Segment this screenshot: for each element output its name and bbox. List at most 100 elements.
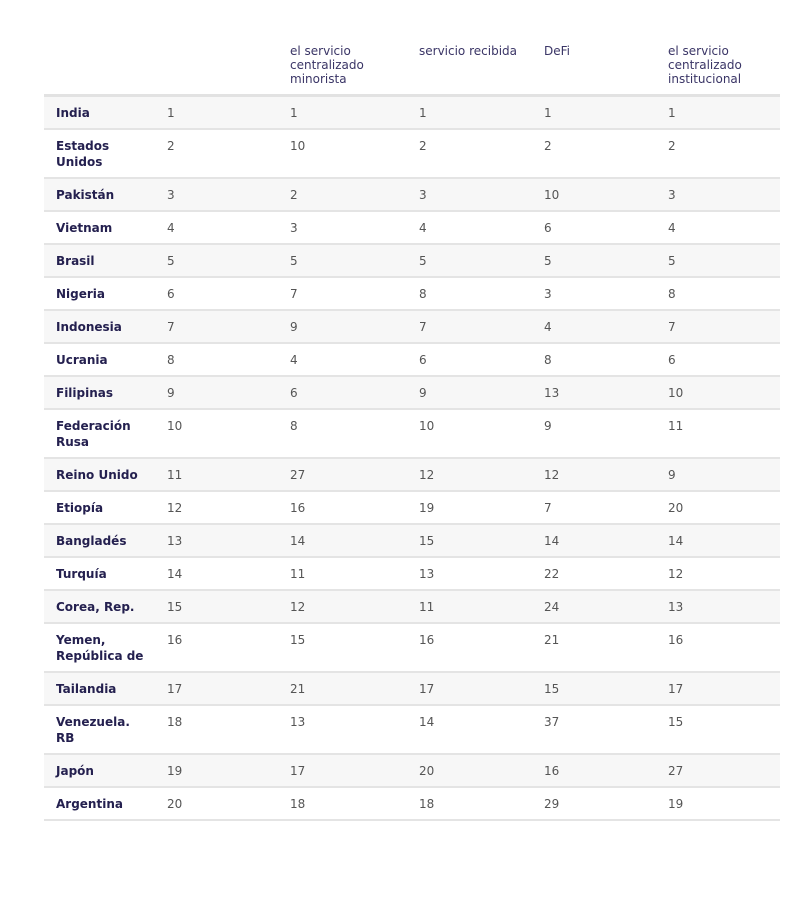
rank-cell: 3 [155, 178, 278, 212]
country-cell: India [44, 95, 155, 130]
rank-cell: 7 [278, 277, 407, 311]
rank-cell: 2 [532, 129, 656, 179]
rank-cell: 5 [155, 244, 278, 278]
rank-cell: 4 [278, 343, 407, 377]
rank-cell: 20 [656, 491, 780, 525]
rank-cell: 19 [407, 491, 532, 525]
rank-cell: 27 [278, 458, 407, 492]
country-cell: Brasil [44, 244, 155, 278]
rank-cell: 10 [278, 129, 407, 179]
table-row: Japón 19 17 20 16 27 [44, 754, 780, 788]
rank-cell: 8 [656, 277, 780, 311]
country-cell: Tailandia [44, 672, 155, 706]
rank-cell: 7 [532, 491, 656, 525]
rank-cell: 16 [532, 754, 656, 788]
rank-cell: 11 [656, 409, 780, 459]
rank-cell: 7 [155, 310, 278, 344]
rank-cell: 1 [532, 95, 656, 130]
country-cell: Yemen, República de [44, 623, 155, 673]
table-row: Nigeria 6 7 8 3 8 [44, 277, 780, 311]
rank-cell: 13 [532, 376, 656, 410]
rank-cell: 14 [407, 705, 532, 755]
rank-cell: 15 [532, 672, 656, 706]
table-row: Turquía 14 11 13 22 12 [44, 557, 780, 591]
rank-cell: 10 [656, 376, 780, 410]
rank-cell: 4 [155, 211, 278, 245]
rank-cell: 16 [278, 491, 407, 525]
rank-cell: 13 [407, 557, 532, 591]
country-cell: Argentina [44, 787, 155, 821]
column-header: servicio recibida [407, 40, 532, 97]
table-row: Pakistán 3 2 3 10 3 [44, 178, 780, 212]
rank-cell: 4 [407, 211, 532, 245]
rank-cell: 19 [656, 787, 780, 821]
rank-cell: 14 [155, 557, 278, 591]
rank-cell: 29 [532, 787, 656, 821]
rank-cell: 5 [656, 244, 780, 278]
rank-cell: 6 [532, 211, 656, 245]
rank-cell: 3 [532, 277, 656, 311]
rank-cell: 2 [407, 129, 532, 179]
rank-cell: 15 [278, 623, 407, 673]
rank-cell: 13 [278, 705, 407, 755]
rank-cell: 17 [278, 754, 407, 788]
rank-cell: 21 [532, 623, 656, 673]
rank-cell: 8 [155, 343, 278, 377]
rank-cell: 22 [532, 557, 656, 591]
rank-cell: 5 [407, 244, 532, 278]
rank-cell: 9 [656, 458, 780, 492]
rank-cell: 9 [532, 409, 656, 459]
rank-cell: 8 [532, 343, 656, 377]
rank-cell: 16 [155, 623, 278, 673]
rank-cell: 14 [656, 524, 780, 558]
table-row: Bangladés 13 14 15 14 14 [44, 524, 780, 558]
rank-cell: 12 [532, 458, 656, 492]
rank-cell: 12 [656, 557, 780, 591]
rank-cell: 24 [532, 590, 656, 624]
column-header: el servicio centralizado institucional [656, 40, 780, 97]
rank-cell: 12 [278, 590, 407, 624]
country-cell: Corea, Rep. [44, 590, 155, 624]
country-cell: Reino Unido [44, 458, 155, 492]
table-row: Venezuela. RB 18 13 14 37 15 [44, 705, 780, 755]
column-header: el servicio centralizado minorista [278, 40, 407, 97]
rank-cell: 8 [278, 409, 407, 459]
rank-cell: 14 [278, 524, 407, 558]
rank-cell: 9 [155, 376, 278, 410]
column-header: DeFi [532, 40, 656, 97]
country-cell: Indonesia [44, 310, 155, 344]
country-cell: Nigeria [44, 277, 155, 311]
rank-cell: 13 [155, 524, 278, 558]
country-cell: Filipinas [44, 376, 155, 410]
header-row: el servicio centralizado minorista servic… [44, 40, 780, 97]
rank-cell: 19 [155, 754, 278, 788]
country-cell: Japón [44, 754, 155, 788]
country-cell: Bangladés [44, 524, 155, 558]
rank-cell: 10 [532, 178, 656, 212]
rank-cell: 5 [532, 244, 656, 278]
country-cell: Pakistán [44, 178, 155, 212]
table-row: Ucrania 8 4 6 8 6 [44, 343, 780, 377]
country-cell: Etiopía [44, 491, 155, 525]
column-header [155, 40, 278, 97]
rank-cell: 3 [656, 178, 780, 212]
rank-cell: 7 [407, 310, 532, 344]
rank-cell: 16 [656, 623, 780, 673]
rank-cell: 5 [278, 244, 407, 278]
table-row: Vietnam 4 3 4 6 4 [44, 211, 780, 245]
table-row: Corea, Rep. 15 12 11 24 13 [44, 590, 780, 624]
rank-cell: 8 [407, 277, 532, 311]
country-cell: Venezuela. RB [44, 705, 155, 755]
rank-cell: 13 [656, 590, 780, 624]
rank-cell: 4 [656, 211, 780, 245]
rank-cell: 6 [278, 376, 407, 410]
rank-cell: 12 [407, 458, 532, 492]
rank-cell: 3 [278, 211, 407, 245]
rank-cell: 11 [155, 458, 278, 492]
rank-cell: 3 [407, 178, 532, 212]
table-row: Estados Unidos 2 10 2 2 2 [44, 129, 780, 179]
table-row: Filipinas 9 6 9 13 10 [44, 376, 780, 410]
rank-cell: 15 [155, 590, 278, 624]
country-cell: Turquía [44, 557, 155, 591]
table-body: India 1 1 1 1 1 Estados Unidos 2 10 2 2 2 Pakistán 3 2… [44, 95, 780, 821]
